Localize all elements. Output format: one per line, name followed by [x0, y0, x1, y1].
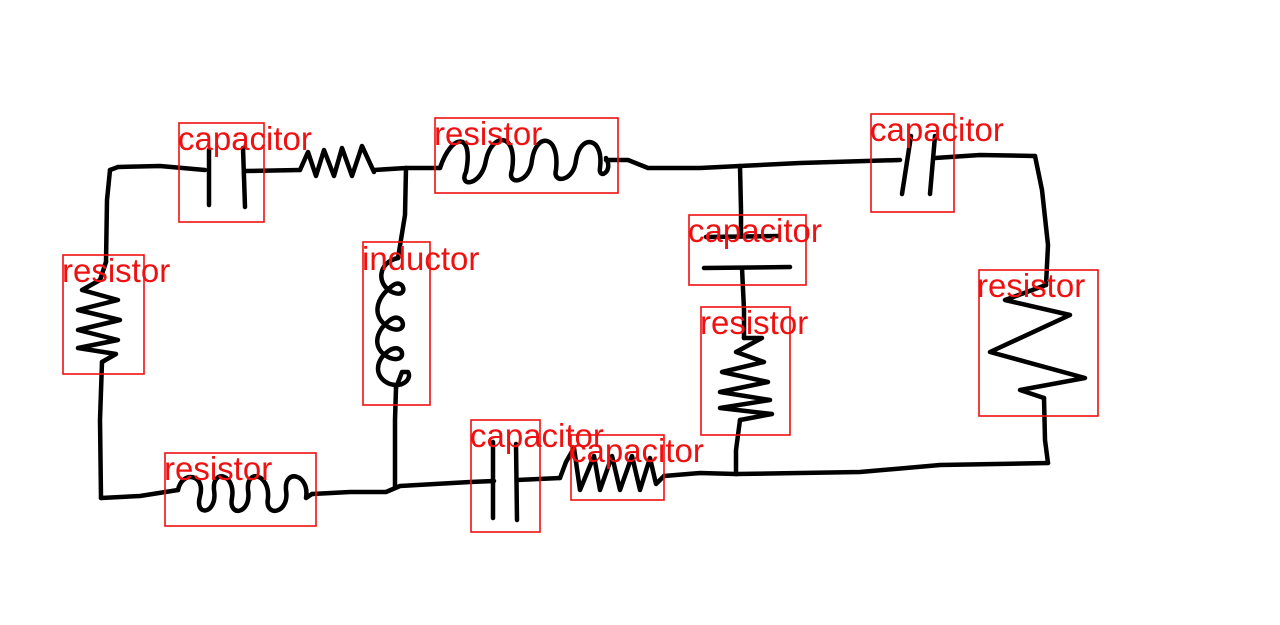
box-c4 [470, 419, 541, 533]
label-l1: inductor [362, 240, 479, 277]
annotation-boxes [62, 113, 1099, 533]
wire-top-right [932, 152, 1038, 161]
resistor-middle-zigzag [717, 335, 775, 423]
resistor-bottom-coil [175, 474, 315, 514]
label-c4: capacitor [470, 417, 604, 454]
wire-bottom-right [733, 460, 1051, 477]
box-c2 [870, 113, 955, 213]
wire-top-cap-to-res [242, 167, 303, 174]
box-c5 [570, 434, 665, 501]
box-r2 [62, 254, 145, 375]
box-c1 [178, 122, 265, 223]
label-c1: capacitor [178, 120, 312, 157]
wire-top-middle [603, 157, 903, 171]
wire-middle-between [739, 265, 747, 341]
label-r5: resistor [164, 450, 272, 487]
circuit-ink [75, 133, 1088, 523]
capacitor-middle-plate-a [703, 233, 781, 240]
label-c3: capacitor [688, 212, 822, 249]
box-l1 [362, 241, 431, 406]
box-r5 [164, 452, 317, 527]
label-r4: resistor [700, 304, 808, 341]
wire-bottom-left [98, 487, 181, 501]
label-c2: capacitor [870, 111, 1004, 148]
wire-left-lower [97, 359, 105, 501]
wire-bottom-middle [309, 478, 497, 497]
box-c3 [688, 214, 807, 286]
wire-inductor-top [395, 165, 409, 261]
capacitor-top-right-plate-a [899, 133, 914, 197]
box-r1 [434, 117, 619, 194]
resistor-right-zigzag [987, 282, 1088, 401]
wire-middle-top [737, 163, 744, 239]
resistor-bottom-squiggle [557, 445, 667, 493]
label-r1: resistor [434, 115, 542, 152]
wire-left-top [107, 163, 208, 173]
capacitor-top-left-plate-b [240, 145, 248, 210]
wire-inductor-bottom [392, 385, 399, 491]
box-r3 [978, 269, 1099, 417]
resistor-top-left-squiggle [297, 143, 377, 179]
inductor-coil [375, 255, 412, 391]
wire-right-vertical-bottom [1041, 395, 1051, 466]
capacitor-middle-plate-b [701, 264, 793, 271]
label-r2: resistor [62, 252, 170, 289]
wire-middle-bottom [733, 417, 743, 477]
label-c5: capacitor [570, 432, 704, 469]
wire-bottom-right-join [661, 470, 739, 479]
box-r4 [700, 306, 791, 436]
resistor-top-coil [437, 138, 611, 185]
label-r3: resistor [977, 267, 1085, 304]
resistor-left-zigzag [75, 259, 123, 365]
capacitor-top-right-plate-b [927, 133, 938, 197]
wire-right-vertical-top [1032, 153, 1051, 288]
wire-bottom-cap-to-res [514, 475, 563, 483]
annotation-labels: capacitor resistor capacitor resistor in… [62, 111, 1085, 487]
wire-left-vertical [103, 167, 113, 265]
